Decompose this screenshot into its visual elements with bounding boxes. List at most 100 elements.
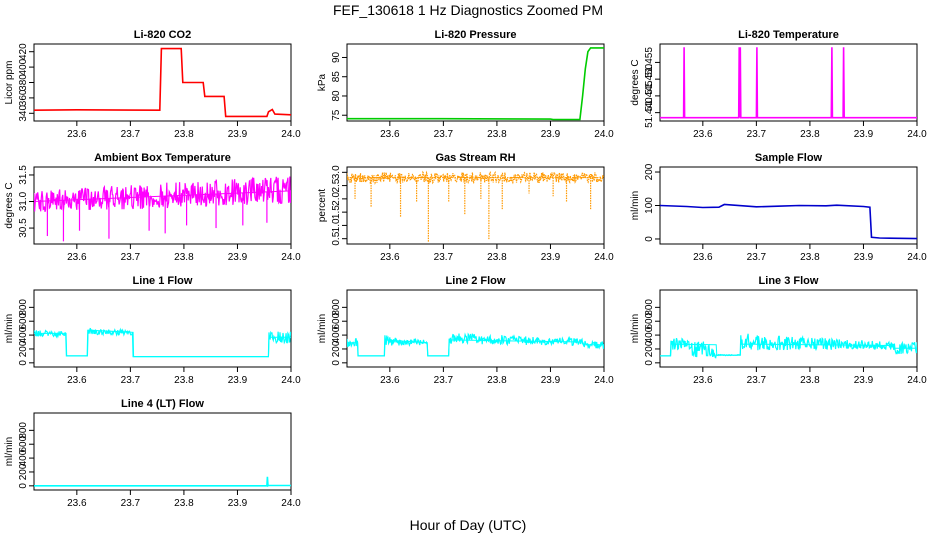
data-layer	[660, 47, 917, 119]
panel-10: Line 4 (LT) Flow ml/min 23.6 23.7 23.8 23.9 24…	[4, 398, 301, 509]
panel-8: Line 2 Flow ml/min 23.6 23.7 23.8 23.9 24.0 0 20…	[317, 275, 614, 386]
panel-9: Line 3 Flow ml/min 23.6 23.7 23.8 23.9 24.0 0 20…	[630, 275, 927, 386]
y-tick-label: 1.0	[331, 218, 342, 232]
panel-6: Sample Flow ml/min 23.6 23.7 23.8 23.9 24.0 0 10…	[630, 152, 927, 263]
panel-title: Gas Stream RH	[435, 152, 515, 164]
y-tick-label: 0.5	[331, 231, 342, 245]
y-tick-label: 0	[644, 236, 655, 242]
x-tick-label: 23.7	[121, 498, 141, 509]
x-tick-label: 23.9	[541, 252, 561, 263]
series-line	[34, 47, 291, 118]
x-tick-label: 23.6	[67, 129, 87, 140]
x-tick-label: 23.8	[800, 129, 820, 140]
y-tick-label: 800	[18, 422, 29, 439]
y-tick-label: 0	[331, 360, 342, 366]
panel-title: Line 1 Flow	[133, 275, 193, 287]
x-tick-label: 24.0	[281, 252, 301, 263]
plot-frame	[659, 43, 918, 122]
y-tick-label: 600	[644, 312, 655, 329]
y-axis-label: degrees C	[630, 59, 641, 105]
panel-title: Li-820 Temperature	[738, 29, 839, 41]
x-tick-label: 24.0	[907, 375, 927, 386]
panel-title: Li-820 CO2	[134, 29, 191, 41]
x-tick-label: 23.8	[800, 252, 820, 263]
x-tick-label: 24.0	[281, 375, 301, 386]
y-tick-label: 600	[18, 435, 29, 452]
y-tick-label: 400	[18, 449, 29, 466]
y-tick-label: 51.445	[644, 80, 655, 111]
x-tick-label: 23.9	[228, 252, 248, 263]
y-tick-label: 420	[18, 43, 29, 60]
y-tick-label: 2.0	[331, 191, 342, 205]
y-tick-label: 200	[644, 163, 655, 180]
y-tick-label: 400	[18, 58, 29, 75]
panel-1: Li-820 CO2 Licor ppm 23.6 23.7 23.8 23.9 24.0 3…	[4, 29, 301, 140]
data-layer	[34, 327, 291, 358]
x-tick-label: 23.7	[121, 375, 141, 386]
y-axis-label: ml/min	[4, 314, 15, 343]
data-layer	[347, 47, 604, 121]
panel-title: Line 3 Flow	[759, 275, 819, 287]
y-tick-label: 85	[331, 71, 342, 83]
data-layer	[347, 332, 604, 357]
y-tick-label: 31.0	[18, 191, 29, 211]
x-tick-label: 23.7	[121, 252, 141, 263]
y-tick-label: 400	[644, 326, 655, 343]
x-tick-label: 23.9	[541, 375, 561, 386]
x-tick-label: 24.0	[594, 129, 614, 140]
panel-5: Gas Stream RH percent 23.6 23.7 23.8 23.9 24.0…	[317, 152, 614, 263]
panel-title: Li-820 Pressure	[435, 29, 517, 41]
y-tick-label: 200	[18, 340, 29, 357]
x-tick-label: 23.9	[854, 252, 874, 263]
y-tick-label: 0	[18, 483, 29, 489]
figure-title: FEF_130618 1 Hz Diagnostics Zoomed PM	[332, 2, 603, 18]
y-tick-label: 1.5	[331, 205, 342, 219]
x-tick-label: 23.7	[747, 375, 767, 386]
x-tick-label: 23.6	[380, 129, 400, 140]
y-tick-label: 2.5	[331, 178, 342, 192]
x-tick-label: 23.8	[174, 498, 194, 509]
y-axis-label: kPa	[317, 73, 328, 91]
x-tick-label: 23.9	[228, 498, 248, 509]
x-tick-label: 23.7	[121, 129, 141, 140]
y-tick-label: 31.5	[18, 165, 29, 185]
panel-7: Line 1 Flow ml/min 23.6 23.7 23.8 23.9 24.0 0 20…	[4, 275, 301, 386]
x-tick-label: 23.6	[67, 252, 87, 263]
x-tick-label: 23.8	[487, 129, 507, 140]
y-axis-label: ml/min	[317, 314, 328, 343]
y-axis-label: ml/min	[630, 314, 641, 343]
y-tick-label: 200	[644, 340, 655, 357]
x-tick-label: 24.0	[281, 129, 301, 140]
y-tick-label: 200	[331, 340, 342, 357]
x-tick-label: 24.0	[281, 498, 301, 509]
x-tick-label: 23.6	[693, 129, 713, 140]
series-line	[347, 339, 604, 357]
x-tick-label: 23.8	[487, 375, 507, 386]
x-tick-label: 23.7	[434, 252, 454, 263]
panel-title: Line 4 (LT) Flow	[121, 398, 204, 410]
x-tick-label: 23.9	[854, 375, 874, 386]
y-tick-label: 200	[18, 463, 29, 480]
y-tick-label: 3.0	[331, 165, 342, 179]
x-tick-label: 23.8	[174, 252, 194, 263]
plot-frame	[346, 289, 605, 368]
x-tick-label: 24.0	[594, 252, 614, 263]
y-tick-label: 80	[331, 90, 342, 102]
y-axis-label: degrees C	[4, 182, 15, 228]
y-tick-label: 600	[331, 312, 342, 329]
y-tick-label: 51.450	[644, 63, 655, 94]
series-band	[347, 332, 604, 357]
y-tick-label: 90	[331, 51, 342, 63]
data-layer	[347, 170, 604, 243]
x-tick-label: 23.7	[747, 252, 767, 263]
x-tick-label: 23.6	[693, 375, 713, 386]
y-tick-label: 800	[644, 299, 655, 316]
x-tick-label: 23.6	[380, 252, 400, 263]
y-axis-label: Licor ppm	[4, 61, 15, 105]
series-band	[34, 176, 291, 212]
y-tick-label: 400	[331, 326, 342, 343]
data-layer	[660, 333, 917, 359]
x-tick-label: 23.8	[800, 375, 820, 386]
plot-frame	[33, 412, 292, 491]
series-band	[347, 170, 604, 185]
